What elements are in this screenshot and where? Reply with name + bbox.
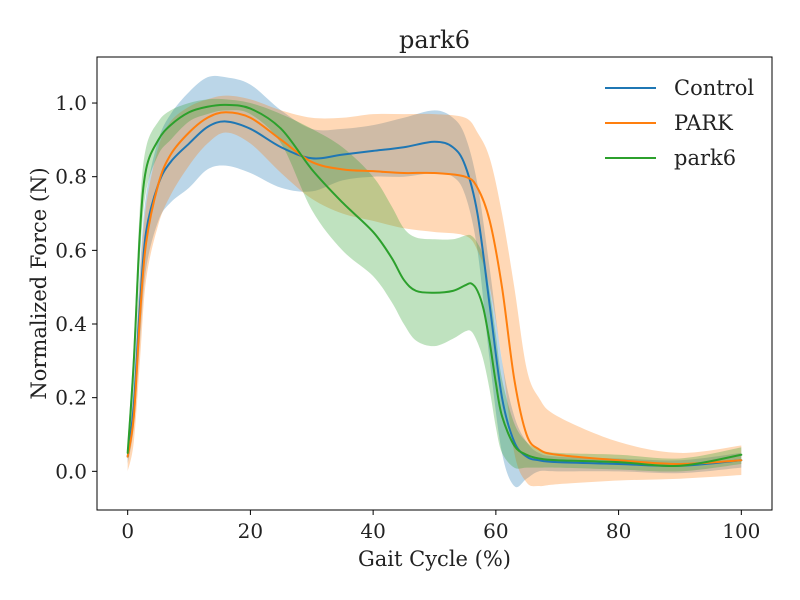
x-tick-label: 20 — [238, 519, 263, 543]
plot-frame — [96, 56, 773, 511]
y-tick-label: 0.4 — [55, 312, 87, 336]
x-tick-label: 60 — [483, 519, 508, 543]
legend-label-park6: park6 — [674, 146, 736, 170]
x-axis-ticks: 0 20 40 60 80 100 — [121, 510, 760, 543]
y-axis-ticks: 0.0 0.2 0.4 0.6 0.8 1.0 — [55, 91, 97, 483]
y-tick-label: 0.0 — [55, 459, 87, 483]
x-axis-label: Gait Cycle (%) — [358, 547, 511, 571]
legend: Control PARK park6 — [605, 76, 754, 170]
x-tick-label: 80 — [606, 519, 631, 543]
band-park6 — [127, 98, 742, 472]
line-park — [126, 111, 743, 465]
band-control — [127, 75, 742, 488]
x-tick-label: 100 — [722, 519, 760, 543]
y-tick-label: 0.2 — [55, 386, 87, 410]
chart-title: park6 — [399, 26, 470, 54]
x-tick-label: 0 — [121, 519, 134, 543]
y-tick-label: 0.8 — [55, 165, 87, 189]
line-park6 — [126, 103, 743, 468]
y-axis-label: Normalized Force (N) — [27, 167, 51, 399]
legend-label-control: Control — [674, 76, 754, 100]
y-tick-label: 1.0 — [55, 91, 87, 115]
x-tick-label: 40 — [360, 519, 385, 543]
y-tick-label: 0.6 — [55, 238, 87, 262]
legend-label-park: PARK — [674, 111, 733, 135]
series-lines — [126, 103, 743, 468]
